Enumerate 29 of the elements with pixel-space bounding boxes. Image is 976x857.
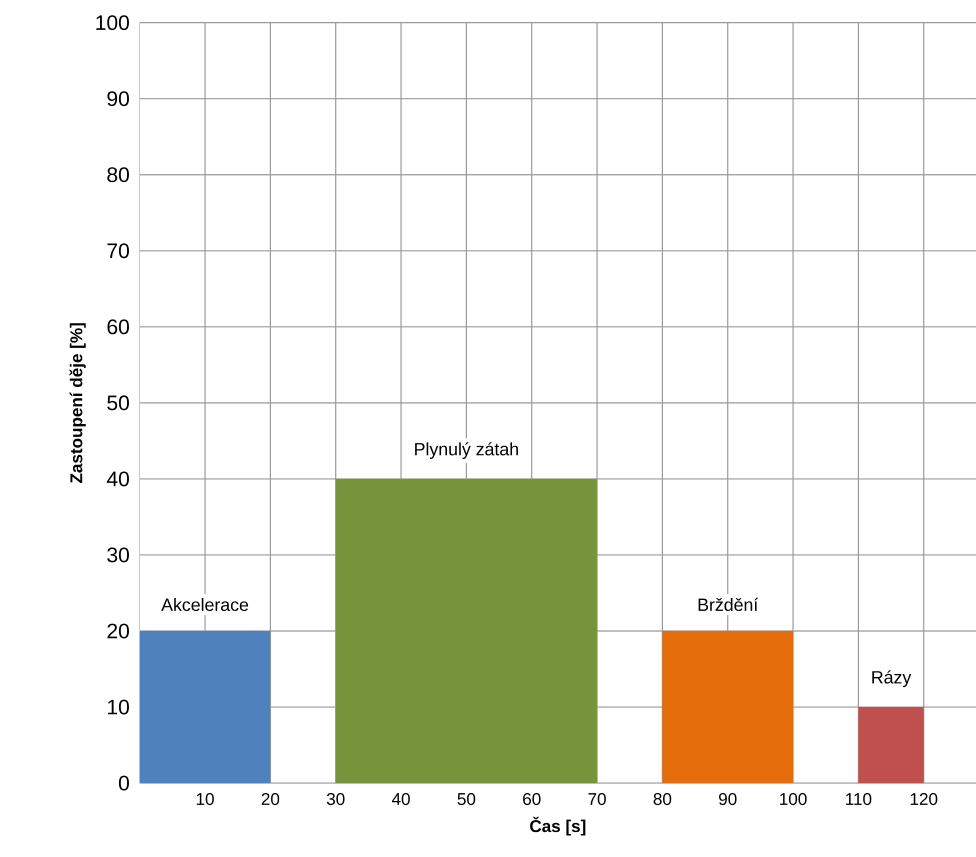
annotation: Plynulý zátah (415, 442, 518, 459)
x-tick-label: 100 (780, 792, 807, 806)
x-tick-label: 70 (588, 792, 606, 806)
y-tick-label: 0 (118, 776, 129, 791)
x-tick-label: 30 (326, 792, 345, 806)
y-tick-label: 70 (108, 243, 129, 258)
x-tick-label: 20 (262, 792, 280, 806)
x-tick-label: 50 (458, 792, 476, 806)
y-tick-label: 50 (107, 395, 129, 410)
x-tick-label: 110 (846, 792, 872, 806)
x-tick-label: 10 (196, 792, 214, 806)
x-tick-label: 80 (654, 792, 672, 806)
x-tick-label: 90 (719, 792, 737, 806)
y-tick-label: 30 (107, 548, 129, 562)
y-tick-label: 20 (107, 624, 129, 638)
x-tick-label: 60 (523, 792, 541, 806)
x-tick-label: 40 (392, 792, 410, 806)
annotation: Akcelerace (161, 598, 248, 612)
x-tick-label: 120 (910, 792, 938, 806)
y-tick-label: 90 (107, 91, 129, 106)
y-tick-label: 60 (108, 319, 129, 334)
annotation: Rázy (872, 670, 912, 688)
y-tick-label: 80 (107, 167, 129, 182)
y-tick-label: 10 (108, 700, 129, 714)
y-tick-label: 100 (96, 15, 129, 30)
annotation: Brždění (698, 598, 758, 612)
y-axis-title: Zastoupení děje [%] (69, 323, 86, 484)
y-tick-label: 40 (106, 471, 129, 486)
x-axis-title: Čas [s] (530, 816, 586, 836)
